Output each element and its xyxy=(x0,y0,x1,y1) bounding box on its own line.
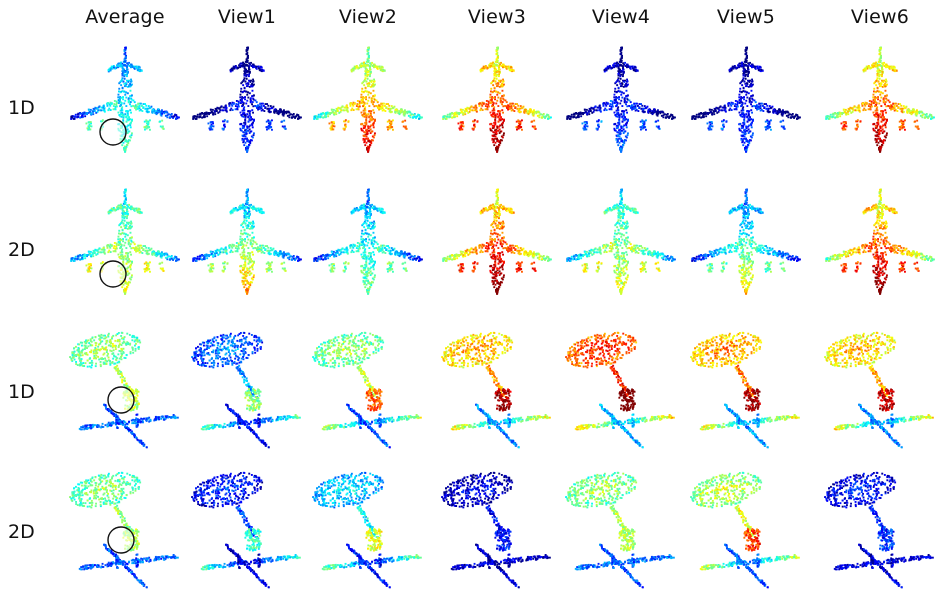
highlight-circle xyxy=(100,119,126,145)
column-header-view6: View6 xyxy=(851,6,909,28)
airplane-point-cloud xyxy=(65,43,185,173)
heatmap-airplane-view6 xyxy=(820,185,935,315)
heatmap-lamp-view3 xyxy=(437,327,557,457)
heatmap-lamp-view5 xyxy=(686,327,806,457)
airplane-point-cloud xyxy=(686,43,806,173)
column-header-view4: View4 xyxy=(592,6,650,28)
column-header-view3: View3 xyxy=(468,6,526,28)
column-header-view1: View1 xyxy=(218,6,276,28)
lamp-point-cloud xyxy=(65,327,185,457)
heatmap-lamp-view6 xyxy=(820,327,935,457)
heatmap-lamp-view3 xyxy=(437,467,557,597)
airplane-point-cloud xyxy=(437,185,557,315)
heatmap-lamp-view4 xyxy=(561,327,681,457)
heatmap-lamp-view1 xyxy=(187,327,307,457)
lamp-point-cloud xyxy=(308,327,428,457)
heatmap-lamp-view2 xyxy=(308,327,428,457)
row-label-3: 1D xyxy=(8,381,35,403)
highlight-circle xyxy=(100,261,126,287)
airplane-point-cloud xyxy=(308,43,428,173)
lamp-point-cloud xyxy=(65,467,185,597)
heatmap-lamp-view2 xyxy=(308,467,428,597)
airplane-point-cloud xyxy=(437,43,557,173)
airplane-point-cloud xyxy=(561,43,681,173)
row-label-2: 2D xyxy=(8,239,35,261)
heatmap-lamp-view5 xyxy=(686,467,806,597)
column-header-view2: View2 xyxy=(339,6,397,28)
lamp-point-cloud xyxy=(820,327,935,457)
airplane-point-cloud xyxy=(187,185,307,315)
lamp-point-cloud xyxy=(561,467,681,597)
heatmap-airplane-view3 xyxy=(437,185,557,315)
heatmap-airplane-view2 xyxy=(308,43,428,173)
heatmap-airplane-view1 xyxy=(187,185,307,315)
lamp-point-cloud xyxy=(187,327,307,457)
lamp-point-cloud xyxy=(561,327,681,457)
airplane-point-cloud xyxy=(187,43,307,173)
lamp-point-cloud xyxy=(187,467,307,597)
heatmap-airplane-view2 xyxy=(308,185,428,315)
heatmap-lamp-average xyxy=(65,467,185,597)
heatmap-airplane-view4 xyxy=(561,185,681,315)
heatmap-lamp-average xyxy=(65,327,185,457)
lamp-point-cloud xyxy=(820,467,935,597)
airplane-point-cloud xyxy=(820,185,935,315)
lamp-point-cloud xyxy=(437,467,557,597)
heatmap-airplane-view1 xyxy=(187,43,307,173)
lamp-point-cloud xyxy=(437,327,557,457)
lamp-point-cloud xyxy=(686,467,806,597)
heatmap-airplane-view6 xyxy=(820,43,935,173)
heatmap-airplane-view5 xyxy=(686,43,806,173)
heatmap-lamp-view6 xyxy=(820,467,935,597)
heatmap-airplane-average xyxy=(65,185,185,315)
airplane-point-cloud xyxy=(308,185,428,315)
heatmap-airplane-view4 xyxy=(561,43,681,173)
heatmap-lamp-view4 xyxy=(561,467,681,597)
airplane-point-cloud xyxy=(820,43,935,173)
lamp-point-cloud xyxy=(308,467,428,597)
row-label-4: 2D xyxy=(8,521,35,543)
airplane-point-cloud xyxy=(65,185,185,315)
heatmap-lamp-view1 xyxy=(187,467,307,597)
column-header-average: Average xyxy=(85,6,164,28)
column-header-view5: View5 xyxy=(717,6,775,28)
highlight-circle xyxy=(108,387,134,413)
heatmap-airplane-average xyxy=(65,43,185,173)
airplane-point-cloud xyxy=(686,185,806,315)
heatmap-airplane-view5 xyxy=(686,185,806,315)
row-label-1: 1D xyxy=(8,97,35,119)
lamp-point-cloud xyxy=(686,327,806,457)
airplane-point-cloud xyxy=(561,185,681,315)
heatmap-airplane-view3 xyxy=(437,43,557,173)
highlight-circle xyxy=(108,527,134,553)
